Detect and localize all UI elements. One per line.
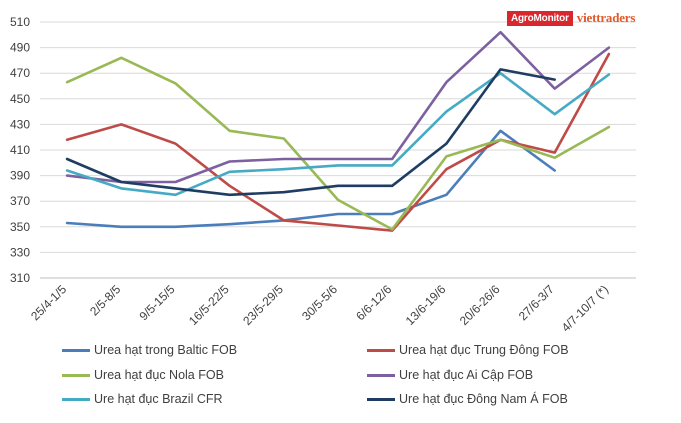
y-tick-label: 310 xyxy=(10,271,30,285)
x-tick-label: 6/6-12/6 xyxy=(353,282,394,323)
x-tick-label: 4/7-10/7 (*) xyxy=(559,282,611,334)
y-tick-label: 390 xyxy=(10,169,30,183)
x-tick-label: 2/5-8/5 xyxy=(87,282,124,319)
x-tick-label: 25/4-1/5 xyxy=(28,282,69,323)
y-tick-label: 350 xyxy=(10,220,30,234)
series-line-3 xyxy=(65,56,611,231)
x-tick-label: 20/6-26/6 xyxy=(457,282,503,328)
y-tick-label: 490 xyxy=(10,41,30,55)
y-tick-label: 450 xyxy=(10,92,30,106)
viettraders-logo: viettraders xyxy=(576,10,636,25)
brand-logo: AgroMonitor viettraders xyxy=(507,10,635,26)
y-tick-label: 330 xyxy=(10,245,30,259)
y-tick-label: 510 xyxy=(10,15,30,29)
agromonitor-logo: AgroMonitor xyxy=(507,10,573,26)
x-tick-label: 13/6-19/6 xyxy=(403,282,449,328)
y-tick-label: 430 xyxy=(10,117,30,131)
x-tick-label: 9/5-15/5 xyxy=(137,282,178,323)
y-tick-label: 470 xyxy=(10,66,30,80)
x-tick-label: 30/5-5/6 xyxy=(299,282,340,323)
series-line-1 xyxy=(65,129,556,229)
y-tick-label: 410 xyxy=(10,143,30,157)
series-line-2 xyxy=(65,52,611,232)
y-tick-label: 370 xyxy=(10,194,30,208)
series-line-4 xyxy=(65,30,611,184)
x-tick-label: 23/5-29/5 xyxy=(240,282,286,328)
series-line-6 xyxy=(65,68,556,197)
x-tick-label: 27/6-3/7 xyxy=(516,282,557,323)
x-tick-label: 16/5-22/5 xyxy=(186,282,232,328)
series-line-5 xyxy=(65,71,611,197)
